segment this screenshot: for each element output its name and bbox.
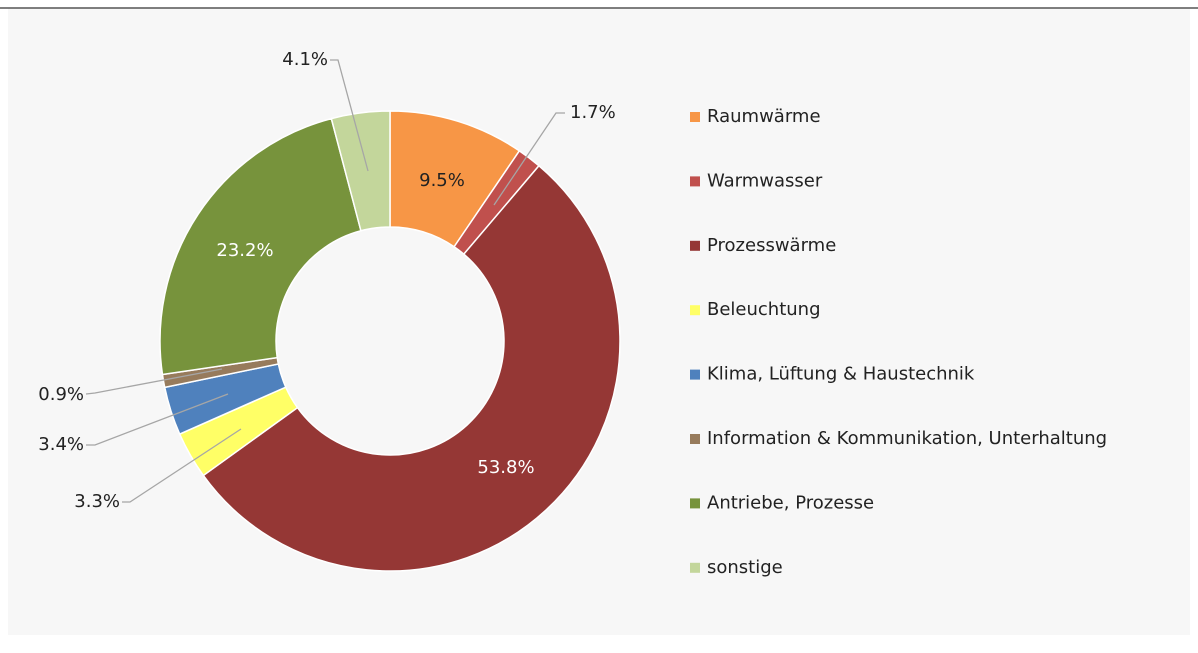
legend-label: Beleuchtung (707, 299, 821, 320)
leader-line (122, 428, 242, 503)
legend-swatch (690, 434, 700, 444)
legend-label: Raumwärme (707, 106, 821, 127)
legend-label: Warmwasser (707, 170, 823, 191)
donut-slice (330, 110, 391, 232)
data-label: 23.2% (216, 240, 273, 261)
data-label: 0.9% (38, 384, 84, 405)
legend-swatch (690, 240, 700, 251)
legend-label: Klima, Lüftung & Haustechnik (707, 364, 975, 385)
legend-label: Antriebe, Prozesse (707, 492, 874, 513)
legend-label: Prozesswärme (707, 235, 836, 256)
donut-slice (202, 164, 621, 572)
legend-label: sonstige (707, 557, 783, 578)
leader-line (330, 59, 369, 172)
legend-swatch (690, 369, 700, 380)
legend-label: Information & Kommunikation, Unterhaltun… (707, 428, 1107, 449)
legend-swatch (690, 112, 700, 122)
donut-slice (159, 117, 362, 376)
legend-swatch (690, 176, 700, 187)
leader-line (493, 112, 565, 206)
leader-line (85, 368, 223, 395)
data-label: 53.8% (477, 457, 534, 478)
data-label: 3.3% (74, 491, 120, 512)
data-label: 1.7% (570, 102, 616, 123)
legend-swatch (690, 305, 700, 316)
data-label: 3.4% (38, 434, 84, 455)
data-label: 9.5% (419, 170, 465, 191)
legend-swatch (690, 498, 700, 509)
leader-line (86, 393, 229, 446)
data-label: 4.1% (282, 49, 328, 70)
legend-swatch (690, 562, 700, 573)
